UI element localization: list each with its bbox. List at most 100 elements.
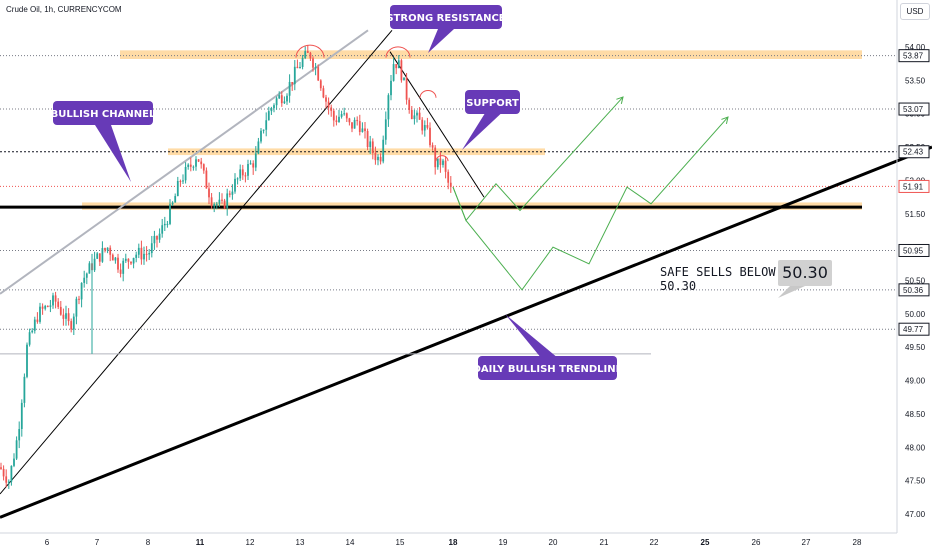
annotation-box <box>478 356 617 380</box>
candle-body <box>221 199 223 201</box>
candle-body <box>33 319 36 331</box>
price-axis[interactable]: 47.00 47.50 48.00 48.50 49.00 49.50 50.00 50.50… <box>896 0 930 533</box>
candle-body <box>57 301 60 307</box>
candle-body <box>247 164 249 176</box>
candle-body <box>353 119 356 129</box>
annotation-pointer <box>428 29 454 53</box>
candle-body <box>124 258 127 261</box>
candle-body <box>361 128 364 132</box>
annotation-label: SUPPORT <box>466 98 519 109</box>
candle-body <box>111 254 114 261</box>
candle-body <box>317 67 320 81</box>
price-label: 50.95 <box>903 246 924 255</box>
candle-body <box>447 171 450 183</box>
candle-body <box>210 197 213 207</box>
candle-body <box>228 193 231 195</box>
candle-body <box>379 156 382 162</box>
x-tick-label: 12 <box>246 538 255 547</box>
candle-body <box>273 105 275 109</box>
candle-body <box>293 66 296 85</box>
candle-body <box>244 175 247 177</box>
candle-body <box>236 178 239 180</box>
candle-body <box>15 440 18 459</box>
price-label-box <box>898 243 930 257</box>
trendline-2 <box>0 29 393 495</box>
x-tick-label: 20 <box>549 538 558 547</box>
peak-arc <box>435 155 449 162</box>
candle-body <box>332 110 335 121</box>
candle-body <box>345 113 348 119</box>
currency-button[interactable]: USD <box>900 3 930 20</box>
candle-body <box>75 298 78 317</box>
x-tick-label: 11 <box>196 538 205 547</box>
candle-body <box>39 306 41 322</box>
price-label-box <box>898 283 930 297</box>
candle-body <box>366 131 369 148</box>
projections <box>452 96 729 291</box>
candle-body <box>0 467 2 469</box>
candle-body <box>340 114 343 117</box>
peak-arcs <box>295 44 449 162</box>
candle-body <box>174 196 177 203</box>
candle-body <box>46 305 49 307</box>
candle-body <box>369 141 372 148</box>
annotation-box <box>390 5 502 29</box>
projection-arrowhead <box>616 96 624 104</box>
price-label: 51.91 <box>903 182 924 191</box>
annotations: STRONG RESISTANCE BULLISH CHANNEL SUPPORT D… <box>51 5 832 380</box>
x-tick-label: 8 <box>146 538 151 547</box>
candle-body <box>280 95 283 104</box>
time-axis[interactable]: 6 7 8 11 12 13 14 15 18 19 20 21 22 25 26 27 28 <box>0 532 897 547</box>
candle-body <box>70 321 73 330</box>
y-tick-label: 47.00 <box>905 510 926 519</box>
candle-body <box>85 273 88 278</box>
candle-body <box>83 277 86 283</box>
candle-body <box>23 376 26 403</box>
candle-body <box>241 169 244 176</box>
candle-body <box>286 95 288 102</box>
candle-body <box>403 77 405 81</box>
candle-body <box>195 159 197 167</box>
candle-body <box>260 130 262 142</box>
candle-body <box>348 118 351 123</box>
candle-body <box>421 119 424 131</box>
y-tick-label: 50.00 <box>905 310 926 319</box>
candle-body <box>150 243 153 254</box>
candle-body <box>371 141 374 154</box>
peak-arc <box>295 44 325 58</box>
candle-body <box>234 178 236 192</box>
y-tick-label: 50.50 <box>905 277 926 286</box>
candle-body <box>44 305 47 309</box>
note-text-line: 50.30 <box>660 279 696 293</box>
x-tick-label: 22 <box>650 538 659 547</box>
candle-body <box>119 269 122 274</box>
candle-body <box>20 402 23 429</box>
candle-body <box>252 163 255 168</box>
candle-body <box>36 319 39 322</box>
candle-body <box>13 458 15 466</box>
zone-0 <box>120 50 862 60</box>
annotation-box <box>53 101 153 125</box>
candle-body <box>153 235 156 244</box>
candle-body <box>52 295 54 306</box>
y-tick-label: 54.00 <box>905 43 926 52</box>
candle-body <box>122 260 125 274</box>
candle-body <box>171 202 174 205</box>
candle-body <box>278 95 281 99</box>
candle-body <box>384 119 387 140</box>
annotation-pointer <box>505 314 556 356</box>
trendline-3 <box>0 29 369 295</box>
x-tick-label: 18 <box>449 538 458 547</box>
callout-pointer <box>778 286 805 298</box>
candle-body <box>80 282 83 300</box>
annotation-pointer <box>95 125 131 182</box>
y-tick-label: 49.00 <box>905 377 926 386</box>
candle-body <box>335 120 338 122</box>
candle-body <box>395 64 398 69</box>
candle-body <box>78 298 80 300</box>
level-lines <box>0 55 897 330</box>
candle-body <box>223 200 226 208</box>
candle-body <box>26 344 28 377</box>
x-tick-label: 27 <box>802 538 811 547</box>
